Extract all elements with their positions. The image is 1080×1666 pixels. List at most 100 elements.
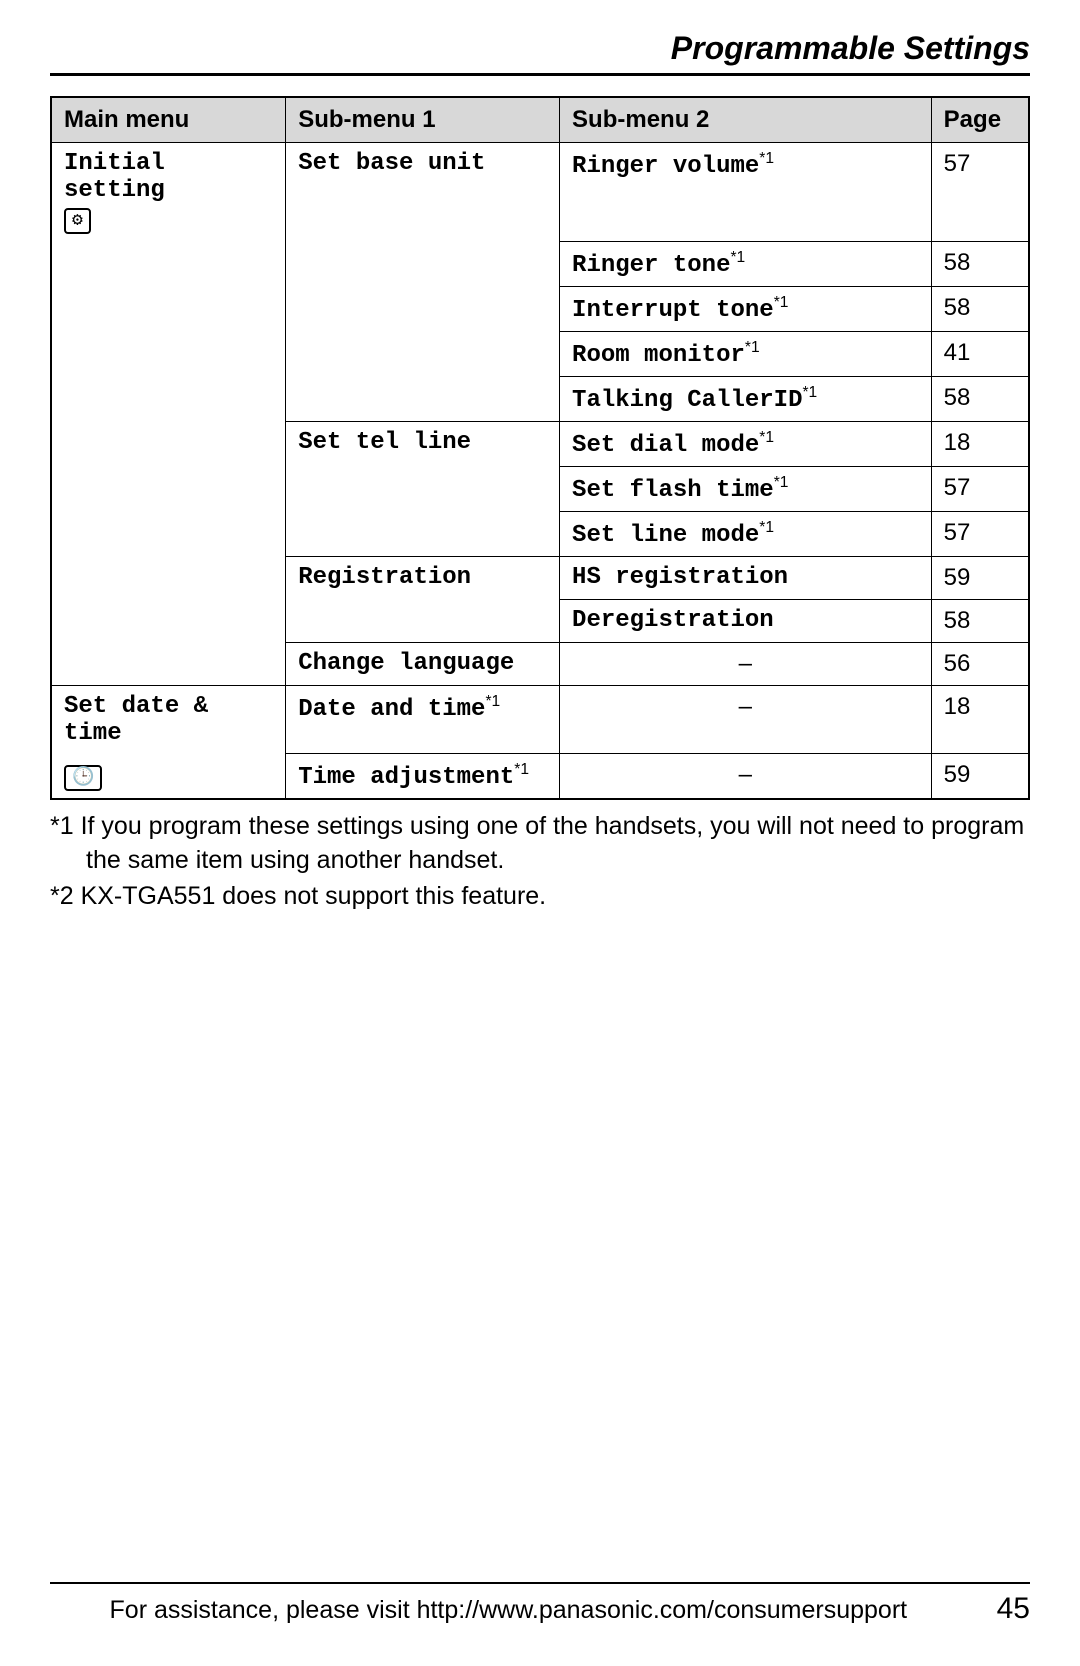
page-cell: 57	[931, 143, 1029, 242]
header-page: Page	[931, 97, 1029, 143]
table-header-row: Main menu Sub-menu 1 Sub-menu 2 Page	[51, 97, 1029, 143]
table-row: Initial setting ⚙ Set base unit Ringer v…	[51, 143, 1029, 242]
sub1-cell	[286, 466, 560, 511]
main-menu-cell: Set date & time	[51, 685, 286, 754]
sub2-cell: HS registration	[560, 556, 932, 599]
table-row: Set line mode*1 57	[51, 511, 1029, 556]
table-row: Deregistration 58	[51, 599, 1029, 642]
main-menu-cell	[51, 556, 286, 599]
sub2-cell: –	[560, 754, 932, 800]
superscript: *1	[730, 249, 745, 266]
main-menu-cell	[51, 331, 286, 376]
main-menu-cell	[51, 376, 286, 421]
table-row: 🕒 Time adjustment*1 – 59	[51, 754, 1029, 800]
table-row: Set tel line Set dial mode*1 18	[51, 421, 1029, 466]
superscript: *1	[802, 384, 817, 401]
sub2-text: Ringer volume	[572, 153, 759, 180]
superscript: *1	[745, 339, 760, 356]
page-cell: 58	[931, 241, 1029, 286]
sub1-cell: Date and time*1	[286, 685, 560, 754]
main-menu-cell	[51, 421, 286, 466]
superscript: *1	[485, 693, 500, 710]
main-menu-cell	[51, 642, 286, 685]
settings-table: Main menu Sub-menu 1 Sub-menu 2 Page Ini…	[50, 96, 1030, 800]
sub2-cell: –	[560, 642, 932, 685]
sub2-cell: Ringer volume*1	[560, 143, 932, 242]
page-cell: 59	[931, 754, 1029, 800]
clock-icon: 🕒	[64, 765, 102, 791]
main-menu-cell	[51, 286, 286, 331]
sub1-cell: Set base unit	[286, 143, 560, 242]
footnotes: *1 If you program these settings using o…	[50, 810, 1030, 913]
main-menu-cell	[51, 511, 286, 556]
page-cell: 57	[931, 511, 1029, 556]
page-number: 45	[997, 1592, 1030, 1626]
sub1-cell: Set tel line	[286, 421, 560, 466]
page-cell: 18	[931, 685, 1029, 754]
page-cell: 57	[931, 466, 1029, 511]
main-menu-cell: Initial setting ⚙	[51, 143, 286, 242]
main-menu-cell	[51, 241, 286, 286]
page-title: Programmable Settings	[50, 30, 1030, 76]
main-menu-text: Initial setting	[64, 150, 165, 204]
superscript: *1	[774, 294, 789, 311]
main-menu-cell: 🕒	[51, 754, 286, 800]
sub2-text: Set flash time	[572, 477, 774, 504]
main-menu-text: Set date & time	[64, 693, 208, 747]
superscript: *1	[774, 474, 789, 491]
sub2-text: Set line mode	[572, 522, 759, 549]
sub2-text: Room monitor	[572, 342, 745, 369]
page-cell: 58	[931, 376, 1029, 421]
footnote-2: *2 KX-TGA551 does not support this featu…	[50, 880, 1030, 914]
page-cell: 59	[931, 556, 1029, 599]
sub2-cell: –	[560, 685, 932, 754]
table-row: Set flash time*1 57	[51, 466, 1029, 511]
sub2-cell: Set line mode*1	[560, 511, 932, 556]
sub1-cell	[286, 241, 560, 286]
superscript: *1	[759, 150, 774, 167]
page-cell: 41	[931, 331, 1029, 376]
sub1-cell: Time adjustment*1	[286, 754, 560, 800]
header-sub2: Sub-menu 2	[560, 97, 932, 143]
sub1-cell	[286, 331, 560, 376]
header-main: Main menu	[51, 97, 286, 143]
page-cell: 18	[931, 421, 1029, 466]
sub1-cell: Registration	[286, 556, 560, 599]
sub1-text: Date and time	[298, 696, 485, 723]
header-sub1: Sub-menu 1	[286, 97, 560, 143]
page-cell: 58	[931, 286, 1029, 331]
table-row: Set date & time Date and time*1 – 18	[51, 685, 1029, 754]
sub2-cell: Interrupt tone*1	[560, 286, 932, 331]
table-row: Registration HS registration 59	[51, 556, 1029, 599]
table-row: Room monitor*1 41	[51, 331, 1029, 376]
sub2-text: Ringer tone	[572, 252, 730, 279]
superscript: *1	[759, 519, 774, 536]
table-row: Change language – 56	[51, 642, 1029, 685]
sub1-cell	[286, 511, 560, 556]
sub2-text: Interrupt tone	[572, 297, 774, 324]
main-menu-cell	[51, 599, 286, 642]
sub2-cell: Deregistration	[560, 599, 932, 642]
sub2-cell: Room monitor*1	[560, 331, 932, 376]
sub1-text: Time adjustment	[298, 764, 514, 791]
main-menu-cell	[51, 466, 286, 511]
footer: For assistance, please visit http://www.…	[50, 1582, 1030, 1626]
page-cell: 56	[931, 642, 1029, 685]
sub1-cell	[286, 376, 560, 421]
settings-icon: ⚙	[64, 208, 91, 234]
superscript: *1	[759, 429, 774, 446]
page-cell: 58	[931, 599, 1029, 642]
sub2-text: Talking CallerID	[572, 387, 802, 414]
footer-text: For assistance, please visit http://www.…	[50, 1596, 967, 1625]
footnote-1: *1 If you program these settings using o…	[50, 810, 1030, 878]
superscript: *1	[514, 761, 529, 778]
sub2-cell: Set flash time*1	[560, 466, 932, 511]
sub2-cell: Talking CallerID*1	[560, 376, 932, 421]
sub1-cell: Change language	[286, 642, 560, 685]
sub1-cell	[286, 286, 560, 331]
table-row: Talking CallerID*1 58	[51, 376, 1029, 421]
sub2-text: Set dial mode	[572, 432, 759, 459]
sub1-cell	[286, 599, 560, 642]
sub2-cell: Set dial mode*1	[560, 421, 932, 466]
sub2-cell: Ringer tone*1	[560, 241, 932, 286]
